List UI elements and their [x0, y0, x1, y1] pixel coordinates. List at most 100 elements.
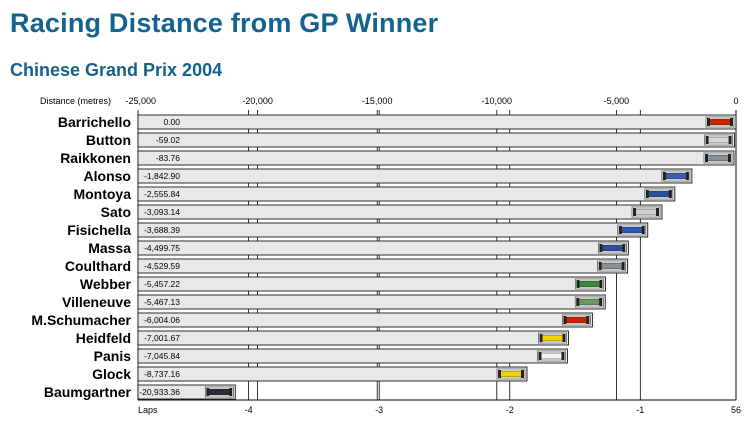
- car-wheel: [645, 190, 649, 198]
- car-wheel: [206, 388, 210, 396]
- car-marker: [565, 316, 588, 324]
- x-axis-label: Distance (metres): [40, 96, 111, 106]
- data-label: -8,737.16: [144, 369, 180, 379]
- car-wheel: [621, 262, 625, 270]
- driver-label: Sato: [101, 204, 131, 220]
- car-wheel: [539, 334, 543, 342]
- driver-label: Montoya: [73, 186, 131, 202]
- car-marker: [707, 136, 730, 144]
- car-marker: [499, 370, 523, 378]
- lap-tick-label: -2: [506, 405, 514, 415]
- driver-label: Button: [86, 132, 131, 148]
- bar: [137, 312, 593, 328]
- x-tick-label: 0: [733, 96, 738, 106]
- car-marker: [708, 118, 732, 126]
- data-label: -3,688.39: [144, 225, 180, 235]
- bar: [137, 168, 693, 184]
- car-wheel: [656, 208, 660, 216]
- data-label: -1,842.90: [144, 171, 180, 181]
- car-wheel: [705, 136, 709, 144]
- car-wheel: [668, 190, 672, 198]
- bar: [137, 132, 735, 148]
- lap-tick-label: -3: [375, 405, 383, 415]
- driver-label: Panis: [94, 348, 132, 364]
- car-wheel: [521, 370, 525, 378]
- data-label: -7,045.84: [144, 351, 180, 361]
- bar: [137, 258, 629, 274]
- x-tick-label: -25,000: [125, 96, 156, 106]
- car-marker: [600, 262, 623, 270]
- car-marker: [541, 334, 564, 342]
- car-wheel: [576, 298, 580, 306]
- bar: [137, 276, 606, 292]
- car-wheel: [685, 172, 689, 180]
- bar: [137, 150, 735, 166]
- bar: [137, 204, 663, 220]
- data-label: -7,001.67: [144, 333, 180, 343]
- car-marker: [620, 226, 644, 234]
- car-wheel: [618, 226, 622, 234]
- data-label: -59.02: [156, 135, 180, 145]
- car-wheel: [728, 136, 732, 144]
- car-wheel: [538, 352, 542, 360]
- car-wheel: [598, 262, 602, 270]
- driver-label: Barrichello: [58, 114, 131, 130]
- car-wheel: [561, 352, 565, 360]
- data-label: -5,467.13: [144, 297, 180, 307]
- x-tick-label: -15,000: [362, 96, 393, 106]
- car-marker: [664, 172, 688, 180]
- driver-label: Coulthard: [65, 258, 131, 274]
- bar: [137, 330, 569, 346]
- driver-label: Alonso: [84, 168, 131, 184]
- car-wheel: [229, 388, 233, 396]
- x-tick-label: -20,000: [242, 96, 273, 106]
- driver-label: Webber: [80, 276, 132, 292]
- bar: [137, 348, 568, 364]
- laps-label: Laps: [138, 405, 158, 415]
- driver-label: Heidfeld: [76, 330, 131, 346]
- bar: [137, 294, 606, 310]
- car-marker: [208, 388, 231, 396]
- lap-tick-label: 56: [731, 405, 741, 415]
- car-wheel: [599, 280, 603, 288]
- bar: [137, 240, 629, 256]
- car-wheel: [498, 370, 502, 378]
- car-marker: [578, 280, 601, 288]
- data-label: -2,555.84: [144, 189, 180, 199]
- bar: [137, 222, 649, 238]
- bar: [137, 114, 737, 130]
- data-label: -3,093.14: [144, 207, 180, 217]
- driver-label: Villeneuve: [62, 294, 131, 310]
- data-label: -6,004.06: [144, 315, 180, 325]
- driver-label: Raikkonen: [60, 150, 131, 166]
- data-label: 0.00: [163, 117, 180, 127]
- car-marker: [601, 244, 624, 252]
- driver-label: M.Schumacher: [31, 312, 131, 328]
- chart-subtitle: Chinese Grand Prix 2004: [10, 60, 223, 80]
- car-wheel: [707, 118, 710, 126]
- data-label: -5,457.22: [144, 279, 180, 289]
- car-wheel: [633, 208, 637, 216]
- x-tick-label: -5,000: [604, 96, 630, 106]
- car-marker: [706, 154, 730, 162]
- data-label: -20,933.36: [139, 387, 180, 397]
- car-wheel: [641, 226, 645, 234]
- car-wheel: [586, 316, 590, 324]
- car-wheel: [622, 244, 626, 252]
- car-wheel: [576, 280, 580, 288]
- x-tick-label: -10,000: [482, 96, 513, 106]
- car-marker: [647, 190, 671, 198]
- data-label: -4,529.59: [144, 261, 180, 271]
- lap-tick-label: -1: [636, 405, 644, 415]
- car-marker: [540, 352, 563, 360]
- car-wheel: [730, 118, 733, 126]
- chart-title: Racing Distance from GP Winner: [10, 8, 439, 38]
- lap-tick-label: -4: [245, 405, 253, 415]
- driver-label: Massa: [88, 240, 131, 256]
- car-wheel: [662, 172, 666, 180]
- data-label: -4,499.75: [144, 243, 180, 253]
- car-wheel: [727, 154, 731, 162]
- car-wheel: [599, 298, 603, 306]
- bar: [137, 186, 676, 202]
